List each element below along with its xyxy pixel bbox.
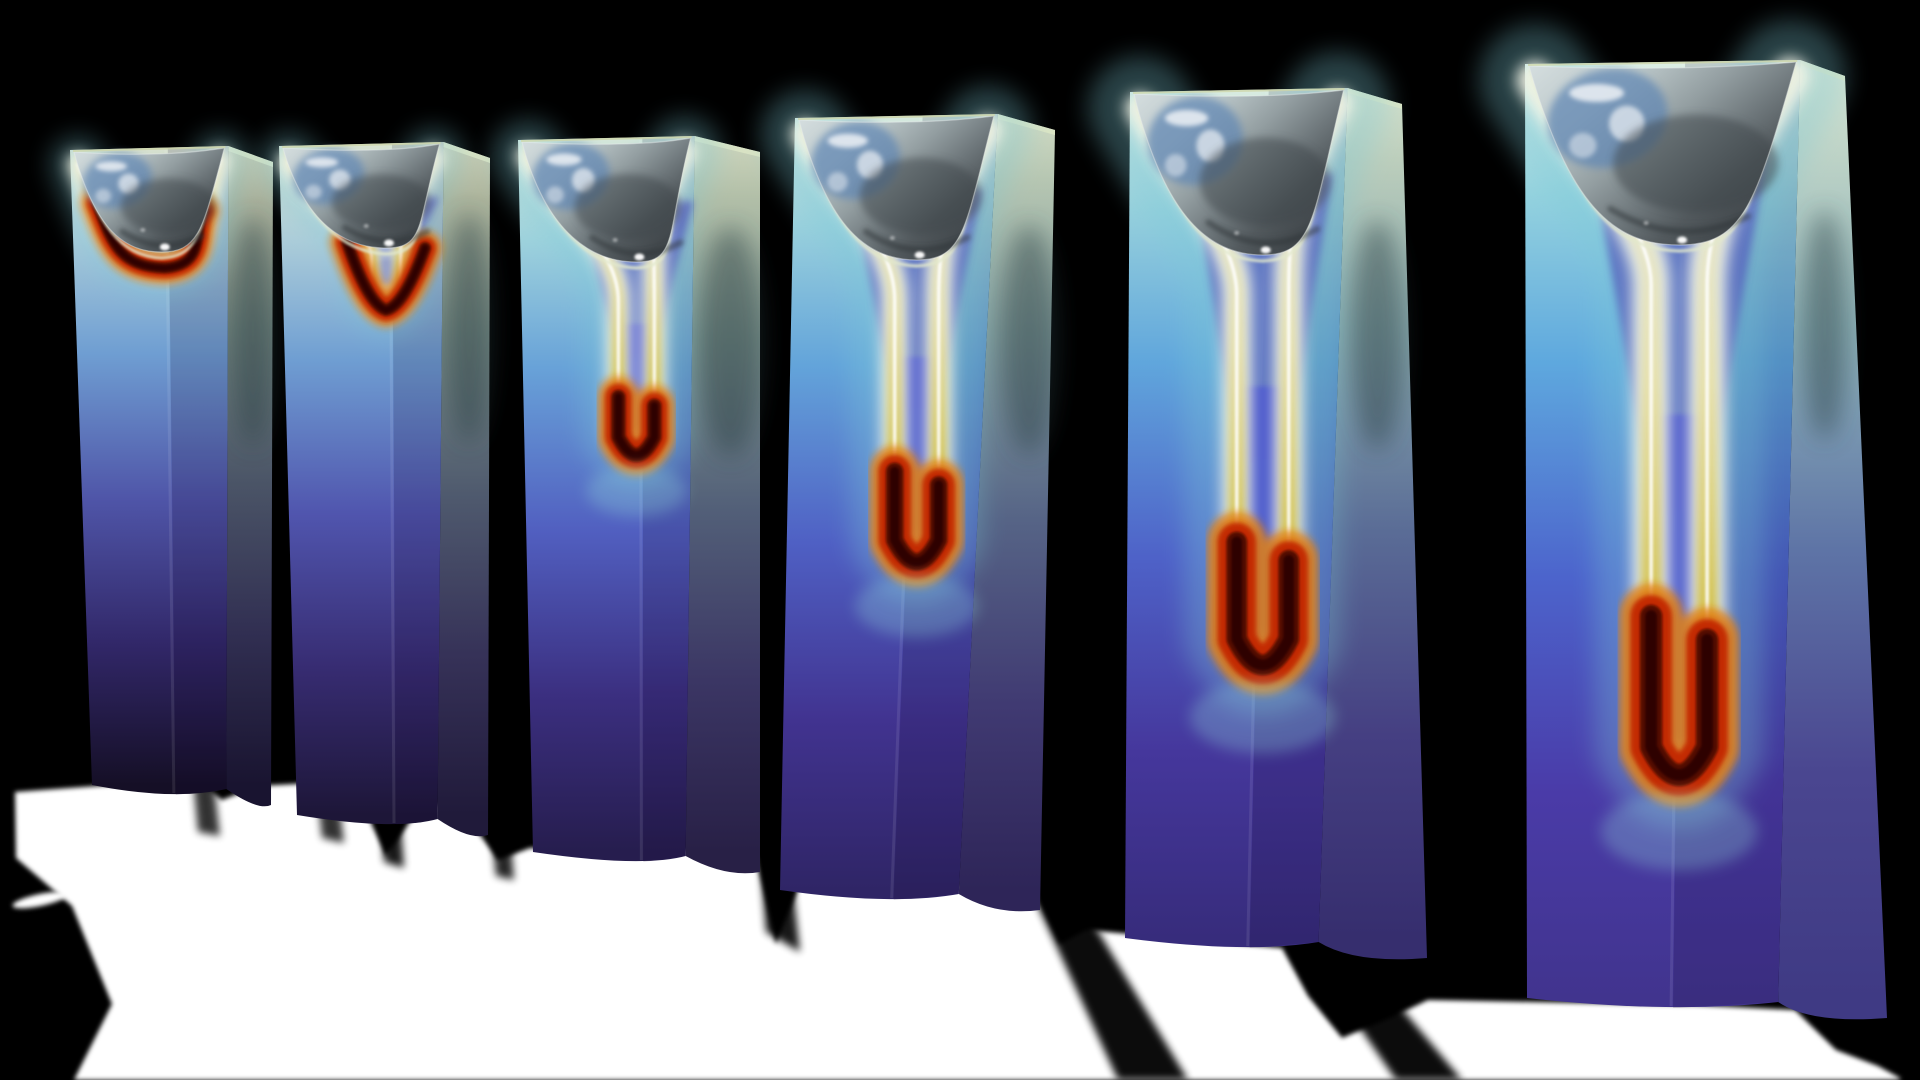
indenter-glass <box>521 137 692 263</box>
cloud-reflection <box>1164 153 1187 177</box>
glass-specular <box>1234 231 1240 235</box>
pillar-6 <box>1479 20 1887 1020</box>
indenter-shadow <box>230 217 276 447</box>
floor-surface <box>15 779 1900 1080</box>
pillar-5 <box>1088 52 1427 960</box>
glass-edge <box>282 143 441 249</box>
indenter-shadow <box>445 213 493 443</box>
glass-edge <box>1133 89 1345 256</box>
cloud-reflection <box>95 188 112 204</box>
crack-hot-core <box>1645 610 1713 781</box>
glass-edge <box>1528 61 1798 246</box>
floor-streak <box>12 891 68 909</box>
cloud-reflection <box>546 153 582 166</box>
floor-shadow <box>1298 933 1462 1080</box>
glass-specular <box>383 239 394 247</box>
floor-shadow <box>1032 888 1188 1080</box>
pillar-4 <box>761 86 1058 912</box>
glass-edge <box>798 115 995 261</box>
crack-tip-glow <box>855 575 979 637</box>
top-edge-highlight <box>281 142 441 148</box>
crack-tip-glow <box>585 465 687 517</box>
top-edge-highlight <box>797 114 995 120</box>
indenter-glass <box>798 115 995 261</box>
glass-specular <box>1677 236 1688 244</box>
glass-specular <box>159 243 170 251</box>
glass-shade <box>331 174 431 230</box>
front-face <box>70 146 229 795</box>
top-edge-highlight <box>72 146 226 152</box>
glass-specular <box>612 238 618 242</box>
crack-hot-core <box>890 466 944 567</box>
cloud-reflection <box>1569 83 1625 103</box>
glass-edge <box>73 147 226 253</box>
top-edge-highlight <box>1132 88 1345 94</box>
cloud-reflection <box>305 157 339 168</box>
cloud-reflection <box>827 133 869 148</box>
glass-specular <box>363 224 369 228</box>
glass-specular <box>1643 221 1649 225</box>
glass-specular <box>140 228 146 232</box>
crack-hot-core <box>614 393 659 459</box>
crack-hot-core <box>1231 536 1295 671</box>
crack-tip-glow <box>1189 680 1336 754</box>
pillar-3 <box>492 116 764 874</box>
cloud-reflection <box>1569 132 1597 159</box>
crack-hot-core <box>343 238 429 314</box>
cloud-reflection <box>1164 109 1209 127</box>
glass-shade <box>859 157 982 235</box>
indenter-glass <box>73 147 226 253</box>
top-edge-highlight <box>520 136 692 142</box>
indenter-shadow <box>1000 225 1058 455</box>
glass-shade <box>120 178 216 234</box>
pillar-1 <box>50 132 276 807</box>
glass-shade <box>1199 137 1331 226</box>
cloud-reflection <box>546 186 564 204</box>
crack-tip-glow <box>1600 791 1758 871</box>
floor <box>12 776 1900 1080</box>
cloud-reflection <box>827 171 848 192</box>
glass-specular <box>1260 246 1271 254</box>
glass-specular <box>634 253 645 261</box>
indenter-shadow <box>697 227 764 457</box>
glass-shade <box>574 174 681 241</box>
glass-shade <box>1613 114 1779 213</box>
floor-shadow <box>490 810 514 880</box>
glass-specular <box>914 251 925 259</box>
glass-edge <box>521 137 692 263</box>
glass-bottom-shade <box>862 228 971 253</box>
indenter-glass <box>1133 89 1345 256</box>
glass-bottom-shade <box>589 234 684 257</box>
crease-shade <box>167 146 229 795</box>
cloud-reflection <box>305 184 322 200</box>
indenter-shadow <box>1802 210 1848 440</box>
glass-bottom-shade <box>1607 205 1751 235</box>
indenter-glass <box>282 143 441 249</box>
glass-bottom-shade <box>1205 219 1321 246</box>
glass-specular <box>889 236 895 240</box>
indenter-shadow <box>1350 220 1405 450</box>
indenter-glass <box>1528 61 1798 246</box>
top-edge-highlight <box>1527 60 1798 66</box>
pillar-2 <box>259 128 493 837</box>
cloud-reflection <box>95 161 128 172</box>
